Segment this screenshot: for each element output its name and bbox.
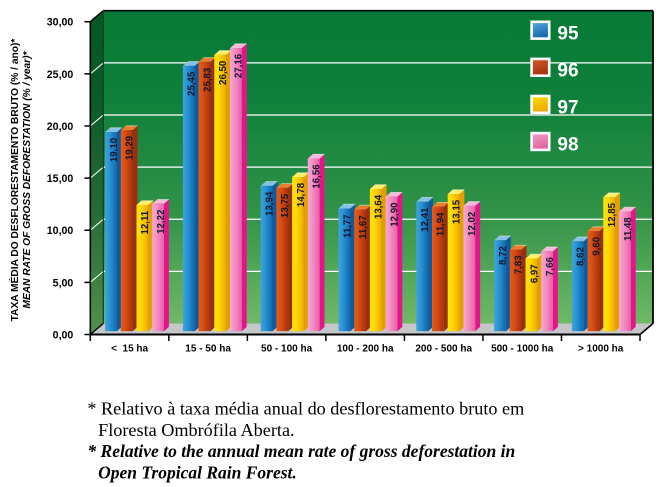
svg-text:15,00: 15,00	[47, 173, 74, 185]
svg-text:7,83: 7,83	[514, 255, 525, 274]
svg-text:11,67: 11,67	[358, 215, 369, 239]
svg-text:12,02: 12,02	[467, 212, 478, 236]
svg-text:11,48: 11,48	[623, 217, 634, 241]
svg-text:12,90: 12,90	[389, 203, 400, 227]
svg-text:15 - 50 ha: 15 - 50 ha	[185, 343, 231, 354]
svg-text:100 - 200 ha: 100 - 200 ha	[337, 343, 394, 354]
svg-text:8,72: 8,72	[498, 246, 509, 265]
svg-text:* Relativo à taxa média anual: * Relativo à taxa média anual do desflor…	[87, 398, 524, 418]
svg-text:13,75: 13,75	[280, 193, 291, 218]
svg-text:27,16: 27,16	[234, 53, 245, 78]
svg-text:30,00: 30,00	[47, 17, 74, 29]
svg-text:12,41: 12,41	[420, 207, 431, 232]
svg-text:95: 95	[557, 23, 579, 44]
svg-text:6,97: 6,97	[529, 264, 540, 283]
svg-text:50 - 100 ha: 50 - 100 ha	[261, 343, 313, 354]
svg-text:9,60: 9,60	[591, 237, 602, 256]
svg-text:< 15 ha: < 15 ha	[111, 343, 148, 354]
svg-text:19,29: 19,29	[125, 135, 136, 160]
svg-text:12,11: 12,11	[140, 210, 151, 234]
svg-text:TAXA MÉDIA DO DESFLORESTAMENTO: TAXA MÉDIA DO DESFLORESTAMENTO BRUTO (% …	[8, 39, 21, 322]
svg-text:200 - 500 ha: 200 - 500 ha	[415, 343, 472, 354]
svg-text:11,94: 11,94	[436, 212, 447, 236]
svg-text:98: 98	[557, 135, 578, 156]
svg-text:96: 96	[557, 60, 578, 81]
svg-text:97: 97	[557, 98, 578, 119]
svg-text:* Relative to the annual mean: * Relative to the annual mean rate of gr…	[87, 441, 515, 461]
svg-text:14,78: 14,78	[296, 182, 307, 207]
svg-text:19,10: 19,10	[109, 138, 120, 162]
svg-text:10,00: 10,00	[47, 225, 74, 237]
svg-text:25,45: 25,45	[187, 71, 198, 96]
svg-text:16,56: 16,56	[312, 164, 323, 189]
svg-text:> 1000 ha: > 1000 ha	[578, 343, 624, 354]
svg-text:26,50: 26,50	[218, 61, 229, 85]
svg-text:11,77: 11,77	[342, 214, 353, 238]
svg-text:Open Tropical Rain Forest.: Open Tropical Rain Forest.	[98, 463, 297, 483]
svg-text:5,00: 5,00	[53, 277, 74, 289]
svg-text:13,64: 13,64	[374, 194, 385, 219]
svg-text:7,66: 7,66	[545, 256, 556, 275]
svg-text:13,94: 13,94	[265, 191, 276, 216]
svg-text:13,15: 13,15	[451, 199, 462, 224]
svg-text:25,00: 25,00	[47, 69, 74, 81]
svg-text:12,22: 12,22	[156, 210, 167, 234]
svg-text:0,00: 0,00	[53, 329, 74, 341]
svg-text:20,00: 20,00	[47, 121, 74, 133]
svg-text:MEAN RATE OF GROSS DEFORESTATI: MEAN RATE OF GROSS DEFORESTATION (% / ye…	[22, 50, 33, 308]
svg-text:Floresta Ombrófila Aberta.: Floresta Ombrófila Aberta.	[98, 420, 294, 440]
svg-text:500 - 1000 ha: 500 - 1000 ha	[491, 343, 554, 354]
svg-text:8,62: 8,62	[576, 247, 587, 266]
svg-text:12,85: 12,85	[607, 202, 618, 227]
svg-text:25,83: 25,83	[202, 67, 213, 92]
